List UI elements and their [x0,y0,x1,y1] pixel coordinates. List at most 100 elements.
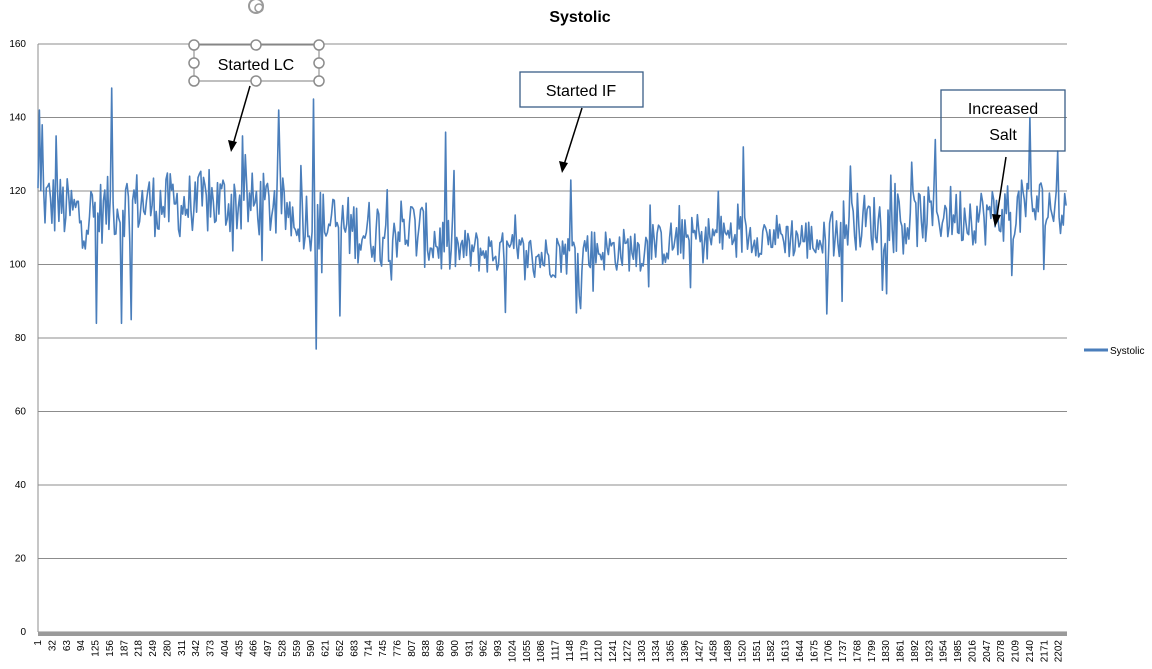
y-tick-label: 80 [15,333,27,344]
resize-handle-ml[interactable] [188,57,200,69]
x-tick-label: 1923 [924,640,935,663]
y-tick-label: 120 [9,186,26,197]
x-tick-label: 1334 [651,640,662,663]
chart-title: Systolic [549,9,610,26]
x-tick-label: 404 [220,640,231,657]
x-tick-label: 1272 [622,640,633,663]
x-tick-label: 125 [91,640,102,657]
x-tick-label: 1830 [881,640,892,663]
x-tick-label: 497 [263,640,274,657]
y-tick-label: 0 [20,627,26,638]
x-tick-label: 621 [321,640,332,657]
x-tick-label: 714 [364,640,375,657]
x-tick-label: 280 [162,640,173,657]
y-tick-label: 20 [15,554,27,565]
y-tick-label: 100 [9,260,26,271]
annotation-started-lc[interactable]: Started LC [188,0,325,152]
x-tick-label: 2171 [1039,640,1050,663]
y-tick-label: 40 [15,480,27,491]
x-tick-label: 1861 [896,640,907,663]
x-tick-label: 342 [191,640,202,657]
x-tick-label: 2078 [996,640,1007,663]
annotation-text-if: Started IF [546,83,616,100]
annotation-box-salt[interactable] [940,89,1066,152]
annotation-increased-salt[interactable]: Increased Salt [940,89,1066,227]
x-tick-label: 869 [436,640,447,657]
x-axis-tick-band [38,632,1067,636]
x-axis: 1 32 63 94 125 156 187 218 249 280 311 342 373 404 435… [33,44,1067,662]
x-tick-label: 1737 [838,640,849,663]
series-systolic [37,87,1067,350]
annotation-arrow-if [562,107,583,169]
resize-handle-bm[interactable] [250,75,262,87]
x-tick-label: 528 [277,640,288,657]
x-tick-label: 94 [76,640,87,652]
x-tick-label: 32 [47,640,58,652]
x-tick-label: 156 [105,640,116,657]
x-tick-label: 311 [177,640,188,656]
x-tick-label: 1613 [781,640,792,663]
x-tick-label: 590 [306,640,317,657]
x-tick-label: 218 [134,640,145,657]
annotation-arrowhead-salt [992,214,1001,227]
gridlines [38,43,1067,633]
x-tick-label: 652 [335,640,346,657]
resize-handle-br[interactable] [313,75,325,87]
x-tick-label: 187 [119,640,130,657]
resize-handle-bl[interactable] [188,75,200,87]
x-tick-label: 1675 [809,640,820,663]
x-tick-label: 931 [464,640,475,657]
x-tick-label: 1241 [608,640,619,663]
x-tick-label: 1551 [752,640,763,663]
x-tick-label: 1179 [579,640,590,662]
x-tick-label: 1520 [737,640,748,663]
x-tick-label: 2047 [982,640,993,663]
x-tick-label: 838 [421,640,432,657]
resize-handle-tr[interactable] [313,39,325,51]
x-tick-label: 435 [234,640,245,657]
y-axis-ticks: 0 20 40 60 80 100 120 140 160 [9,39,26,638]
annotation-text-lc: Started LC [218,57,294,74]
x-tick-label: 63 [62,640,73,652]
resize-handle-mr[interactable] [313,57,325,69]
annotation-text-salt-line1: Increased [968,101,1038,118]
x-tick-label: 776 [392,640,403,657]
resize-handle-tl[interactable] [188,39,200,51]
x-tick-label: 1582 [766,640,777,663]
x-tick-label: 1954 [939,640,950,663]
x-tick-label: 1303 [637,640,648,663]
x-tick-label: 1706 [824,640,835,663]
annotation-arrow-lc [231,85,251,149]
annotation-arrowhead-if [559,161,568,173]
series-line-systolic [37,87,1067,350]
annotation-box-if[interactable] [519,71,644,108]
annotation-arrowhead-lc [228,140,237,152]
x-tick-label: 993 [493,640,504,657]
annotation-arrow-salt [995,156,1007,223]
x-tick-label: 1489 [723,640,734,663]
x-tick-label: 1985 [953,640,964,663]
x-tick-label: 807 [407,640,418,657]
rotate-handle-icon[interactable] [248,0,264,14]
x-tick-label: 559 [292,640,303,657]
x-tick-label: 2016 [967,640,978,663]
x-tick-label: 1086 [536,640,547,663]
x-tick-label: 1210 [594,640,605,663]
resize-handle-tm[interactable] [250,39,262,51]
x-tick-label: 1799 [867,640,878,663]
x-tick-label: 466 [249,640,260,657]
x-tick-label: 2202 [1054,640,1065,663]
x-tick-label: 1458 [709,640,720,663]
annotation-started-if[interactable]: Started IF [519,71,644,173]
legend: Systolic [1084,346,1144,357]
x-tick-label: 249 [148,640,159,657]
x-tick-label: 1055 [522,640,533,663]
annotation-text-salt-line2: Salt [989,127,1017,144]
y-tick-label: 160 [9,39,26,50]
x-tick-label: 900 [450,640,461,657]
x-tick-label: 1427 [694,640,705,663]
x-tick-label: 2140 [1025,640,1036,663]
legend-label-systolic: Systolic [1110,346,1144,357]
x-tick-label: 2109 [1011,640,1022,663]
